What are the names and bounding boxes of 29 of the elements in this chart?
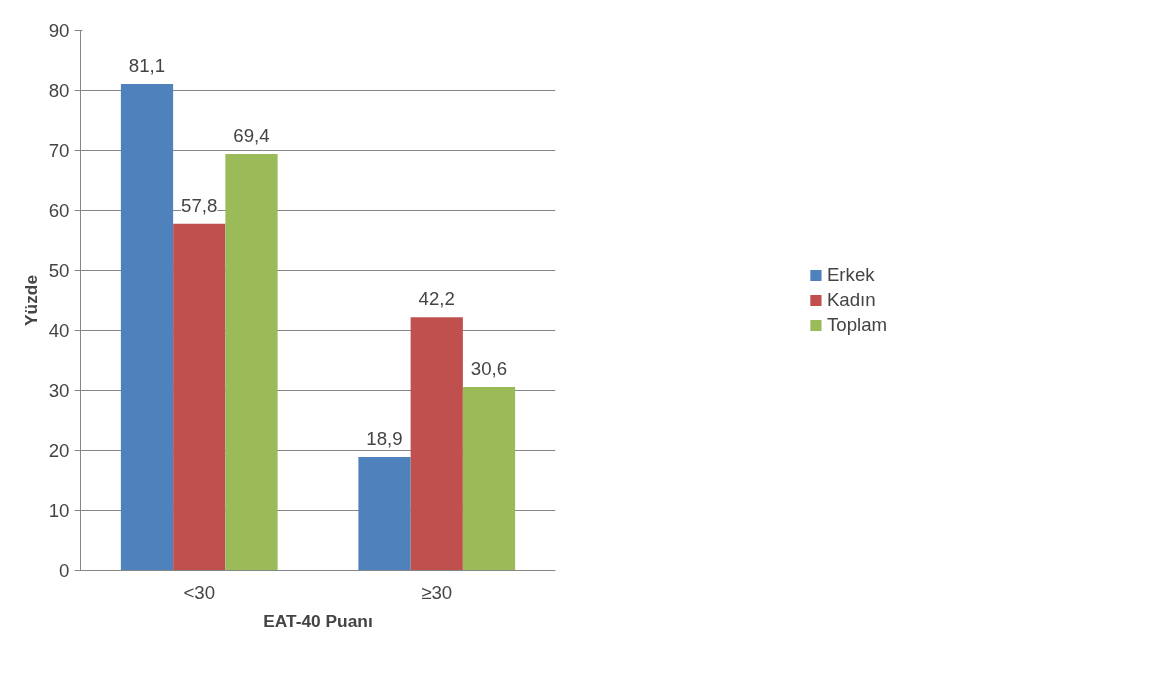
x-axis-title: EAT-40 Puanı xyxy=(263,610,373,631)
x-tick-label: <30 xyxy=(183,581,216,603)
y-tick-label: 50 xyxy=(48,260,70,281)
y-tick-label: 0 xyxy=(59,560,70,581)
y-tick-label: 30 xyxy=(48,380,70,401)
legend-label: Kadın xyxy=(826,289,876,311)
y-tick-label: 20 xyxy=(48,440,70,461)
bar xyxy=(225,154,278,571)
bar xyxy=(410,317,463,571)
data-label: 81,1 xyxy=(128,54,166,76)
data-label: 69,4 xyxy=(233,125,270,147)
data-label: 57,8 xyxy=(181,194,218,216)
y-tick-label: 40 xyxy=(48,320,70,341)
y-tick-label: 90 xyxy=(48,20,70,41)
data-label: 30,6 xyxy=(470,357,508,379)
y-tick-label: 60 xyxy=(48,200,70,221)
y-tick-label: 70 xyxy=(48,140,70,161)
legend-label: Toplam xyxy=(826,314,888,336)
y-tick-label: 10 xyxy=(48,500,70,521)
data-label: 18,9 xyxy=(366,428,403,450)
x-tick-label: ≥30 xyxy=(421,581,453,603)
bar xyxy=(173,223,226,571)
bar xyxy=(462,386,516,571)
y-axis-title: Yüzde xyxy=(20,274,41,327)
data-label: 42,2 xyxy=(418,288,455,310)
y-tick-label: 80 xyxy=(48,80,70,101)
legend-label: Erkek xyxy=(826,264,875,286)
bar xyxy=(358,457,411,571)
bar xyxy=(120,83,174,571)
